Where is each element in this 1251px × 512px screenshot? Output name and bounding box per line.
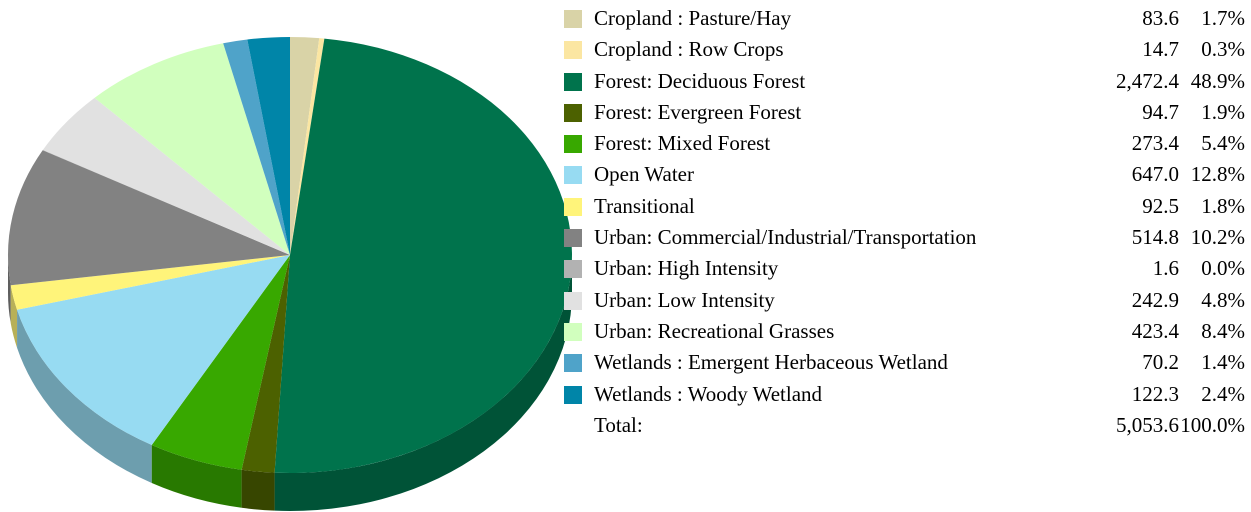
pie-slice-side [10,285,18,348]
legend-value-label: 273.4 [1131,131,1179,156]
pie-slice [151,255,290,470]
total-label: Total: [594,412,643,437]
legend-category-label: Urban: High Intensity [594,256,779,281]
legend-total-row: Total: 5,053.6 100.0% [562,410,1247,441]
legend-value-label: 94.7 [1142,99,1179,124]
pie-slice [274,38,572,473]
legend-category-label: Forest: Evergreen Forest [594,99,802,124]
pie-slice [10,255,290,310]
pie-slice-side [274,255,572,511]
legend-value-label: 242.9 [1131,287,1179,312]
legend-category-label: Wetlands : Emergent Herbaceous Wetland [594,350,948,375]
legend-category-label: Urban: Commercial/Industrial/Transportat… [594,225,977,250]
pie-slice [241,255,290,473]
legend-percent-label: 2.4% [1201,381,1245,406]
pie-chart [0,0,580,512]
pie-slice-side [17,309,152,484]
legend-category-label: Forest: Deciduous Forest [594,68,806,93]
legend-value-label: 647.0 [1131,162,1179,187]
pie-slice [290,37,320,255]
legend-item: Urban: Commercial/Industrial/Transportat… [562,222,1247,253]
legend-percent-label: 4.8% [1201,287,1245,312]
legend-item: Urban: Recreational Grasses 423.4 8.4% [562,316,1247,347]
legend-swatch [564,166,582,185]
legend-value-label: 514.8 [1131,225,1179,250]
legend-swatch [564,10,582,28]
legend-category-label: Open Water [594,162,694,187]
legend-swatch [564,322,582,341]
legend-percent-label: 0.3% [1201,37,1245,62]
legend-category-label: Wetlands : Woody Wetland [594,381,823,406]
legend-category-label: Cropland : Pasture/Hay [594,6,792,30]
legend-value-label: 2,472.4 [1116,68,1179,93]
pie-slice [290,38,325,255]
legend-value-label: 423.4 [1131,318,1179,343]
legend-swatch [564,354,582,373]
legend-value-label: 14.7 [1142,37,1179,62]
legend-percent-label: 1.9% [1201,99,1245,124]
legend-item: Forest: Evergreen Forest 94.7 1.9% [562,97,1247,128]
pie-slice [223,39,290,256]
pie-slice [7,150,290,286]
pie-slice-side [8,255,11,324]
legend-value-label: 83.6 [1142,6,1179,30]
legend-swatch [564,260,582,279]
legend-percent-label: 1.4% [1201,350,1245,375]
legend-percent-label: 1.7% [1201,6,1245,30]
legend-swatch [564,385,582,404]
legend-item: Wetlands : Emergent Herbaceous Wetland 70… [562,347,1247,378]
legend-percent-label: 8.4% [1201,318,1245,343]
legend-item: Urban: Low Intensity 242.9 4.8% [562,285,1247,316]
legend-item: Cropland : Pasture/Hay 83.6 1.7% [562,3,1247,34]
legend-item: Open Water 647.0 12.8% [562,159,1247,190]
legend-percent-label: 48.9% [1190,68,1245,93]
legend-category-label: Transitional [594,193,695,218]
legend-item: Cropland : Row Crops 14.7 0.3% [562,34,1247,65]
legend-swatch [564,72,582,91]
legend-category-label: Urban: Low Intensity [594,287,775,312]
legend-value-label: 92.5 [1142,193,1179,218]
legend-percent-label: 12.8% [1190,162,1245,187]
legend-percent-label: 10.2% [1190,225,1245,250]
legend-swatch [564,291,582,310]
legend-value-label: 122.3 [1131,381,1179,406]
legend-swatch [564,103,582,122]
total-value: 5,053.6 [1116,412,1179,437]
legend-percent-label: 5.4% [1201,131,1245,156]
pie-slice [17,255,290,446]
legend-swatch [564,229,582,248]
pie-slice [42,149,291,255]
legend-category-label: Forest: Mixed Forest [594,131,771,156]
legend-item: Forest: Mixed Forest 273.4 5.4% [562,128,1247,159]
legend-value-label: 1.6 [1152,256,1179,281]
legend-category-label: Urban: Recreational Grasses [594,318,835,343]
pie-chart-svg [7,37,572,511]
legend-item: Forest: Deciduous Forest 2,472.4 48.9% [562,66,1247,97]
legend-swatch [564,197,582,216]
pie-slice [42,97,290,255]
pie-slice-side [151,445,242,508]
legend-item: Urban: High Intensity 1.6 0.0% [562,253,1247,284]
legend-rows: Cropland : Pasture/Hay 83.6 1.7% Cropland :… [562,3,1247,410]
legend-swatch [564,135,582,154]
legend-item: Transitional 92.5 1.8% [562,191,1247,222]
legend-value-label: 70.2 [1142,350,1179,375]
legend-category-label: Cropland : Row Crops [594,37,784,62]
legend-swatch [564,41,582,60]
legend-item: Wetlands : Woody Wetland 122.3 2.4% [562,379,1247,410]
legend-percent-label: 1.8% [1201,193,1245,218]
legend-percent-label: 0.0% [1201,256,1245,281]
pie-slice [247,37,290,255]
total-percent: 100.0% [1180,412,1245,437]
legend: Cropland : Pasture/Hay 83.6 1.7% Cropland :… [562,3,1247,441]
pie-slice-side [241,469,275,511]
pie-slice [94,43,290,256]
